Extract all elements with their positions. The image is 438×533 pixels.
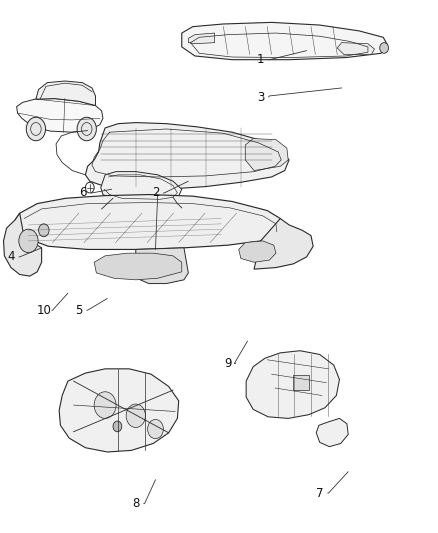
Polygon shape bbox=[15, 195, 283, 249]
Circle shape bbox=[19, 229, 38, 253]
Circle shape bbox=[77, 117, 96, 141]
Text: 1: 1 bbox=[257, 53, 265, 66]
Polygon shape bbox=[239, 241, 276, 262]
Text: 4: 4 bbox=[7, 251, 15, 263]
FancyBboxPatch shape bbox=[293, 375, 309, 390]
Polygon shape bbox=[4, 213, 42, 276]
Text: 9: 9 bbox=[224, 357, 232, 370]
Polygon shape bbox=[246, 351, 339, 418]
Circle shape bbox=[126, 404, 145, 427]
Polygon shape bbox=[17, 99, 103, 132]
Text: 8: 8 bbox=[132, 497, 139, 510]
Polygon shape bbox=[316, 418, 348, 447]
Text: 6: 6 bbox=[79, 187, 87, 199]
Polygon shape bbox=[254, 219, 313, 269]
Text: 2: 2 bbox=[152, 187, 159, 199]
Polygon shape bbox=[188, 33, 215, 44]
Polygon shape bbox=[85, 123, 289, 189]
Polygon shape bbox=[94, 253, 182, 280]
Polygon shape bbox=[101, 172, 182, 201]
Polygon shape bbox=[59, 369, 179, 452]
Text: 7: 7 bbox=[316, 487, 324, 499]
Circle shape bbox=[85, 182, 94, 193]
Circle shape bbox=[26, 117, 46, 141]
Circle shape bbox=[94, 392, 116, 418]
Text: 10: 10 bbox=[36, 304, 51, 317]
Polygon shape bbox=[337, 43, 374, 54]
Text: 3: 3 bbox=[257, 91, 264, 103]
Circle shape bbox=[39, 224, 49, 237]
Circle shape bbox=[148, 419, 163, 439]
Polygon shape bbox=[245, 139, 288, 171]
Circle shape bbox=[113, 421, 122, 432]
Polygon shape bbox=[136, 248, 188, 284]
Circle shape bbox=[380, 43, 389, 53]
Polygon shape bbox=[182, 22, 388, 60]
Polygon shape bbox=[36, 81, 95, 106]
Text: 5: 5 bbox=[75, 304, 82, 317]
